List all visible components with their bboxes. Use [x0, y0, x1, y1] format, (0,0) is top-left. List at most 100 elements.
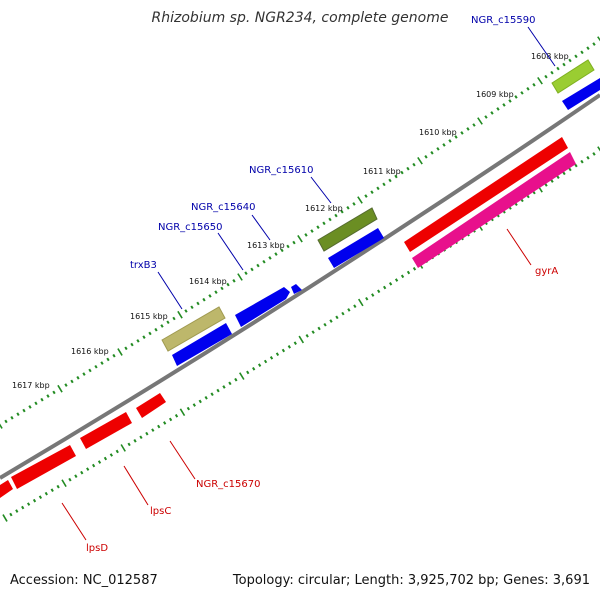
- gene-label-trxb3[interactable]: trxB3: [130, 260, 157, 271]
- minor-tick: [222, 385, 226, 389]
- gene-ngr-c15670[interactable]: [136, 393, 166, 418]
- olive-feature[interactable]: [317, 207, 378, 252]
- minor-tick: [244, 271, 248, 275]
- tick-label: 1617 kbp: [12, 381, 50, 390]
- gene-label-ngr-c15670[interactable]: NGR_c15670: [196, 479, 261, 490]
- minor-tick: [192, 403, 196, 407]
- minor-tick: [204, 396, 208, 400]
- minor-tick: [328, 217, 332, 222]
- minor-tick: [352, 202, 356, 206]
- gene-lpsc[interactable]: [80, 412, 132, 449]
- minor-tick: [15, 509, 19, 513]
- gene-label-lpsc[interactable]: lpsC: [150, 506, 171, 517]
- gene-label-ngr-c15640[interactable]: NGR_c15640: [191, 202, 256, 213]
- minor-tick: [174, 414, 179, 418]
- tick-label: 1615 kbp: [130, 312, 168, 321]
- minor-tick: [532, 82, 536, 87]
- gene-label-lpsd[interactable]: lpsD: [86, 543, 108, 554]
- minor-tick: [322, 221, 326, 226]
- minor-tick: [317, 326, 321, 331]
- minor-tick: [172, 316, 176, 321]
- minor-tick: [94, 364, 98, 369]
- minor-tick: [163, 421, 167, 425]
- minor-tick: [112, 353, 116, 358]
- gene-label-ngr-c15590[interactable]: NGR_c15590: [471, 15, 536, 26]
- minor-tick: [196, 301, 200, 306]
- minor-tick: [329, 319, 333, 323]
- minor-tick: [382, 182, 386, 187]
- minor-tick: [514, 95, 518, 99]
- lime-feature[interactable]: [551, 59, 595, 94]
- minor-tick: [388, 282, 393, 286]
- minor-tick: [263, 359, 268, 364]
- major-tick: [2, 514, 8, 522]
- minor-tick: [168, 417, 173, 422]
- gene-ngr-c15640[interactable]: [235, 287, 290, 327]
- minor-tick: [127, 442, 131, 447]
- gene-gyra[interactable]: [404, 137, 568, 252]
- minor-tick: [40, 397, 44, 402]
- gene-label-ngr-c15650[interactable]: NGR_c15650: [158, 222, 223, 233]
- tick-label: 1608 kbp: [531, 52, 569, 61]
- gyra-feature[interactable]: [412, 152, 576, 268]
- khaki-feature[interactable]: [161, 306, 226, 352]
- major-tick: [597, 36, 600, 42]
- genome-stats-text: Topology: circular; Length: 3,925,702 bp…: [232, 573, 590, 588]
- minor-tick: [44, 491, 48, 496]
- minor-tick: [400, 274, 405, 279]
- minor-tick: [148, 331, 152, 336]
- minor-tick: [220, 286, 224, 291]
- minor-tick: [166, 320, 170, 325]
- major-tick: [477, 117, 483, 125]
- minor-tick: [586, 155, 590, 160]
- minor-tick: [580, 159, 584, 164]
- minor-tick: [26, 502, 31, 506]
- gene-lpsd[interactable]: [11, 445, 76, 489]
- minor-tick: [371, 293, 375, 297]
- minor-tick: [232, 278, 236, 283]
- minor-tick: [394, 174, 398, 179]
- gene-label-gyra[interactable]: gyrA: [535, 266, 558, 277]
- minor-tick: [520, 91, 524, 95]
- minor-tick: [568, 167, 572, 172]
- major-tick: [177, 310, 183, 319]
- minor-tick: [257, 363, 262, 367]
- minor-tick: [91, 463, 96, 468]
- major-tick: [239, 372, 245, 380]
- gene-ngr-c15610[interactable]: [328, 228, 384, 268]
- minor-tick: [86, 467, 90, 471]
- minor-tick: [32, 498, 37, 503]
- minor-tick: [484, 115, 488, 119]
- minor-tick: [526, 87, 530, 91]
- minor-tick: [394, 278, 399, 282]
- gene-label-ngr-c15610[interactable]: NGR_c15610: [249, 165, 314, 176]
- minor-tick: [556, 175, 560, 179]
- minor-tick: [406, 270, 411, 275]
- minor-tick: [268, 256, 272, 260]
- gene-partial-left[interactable]: [0, 480, 13, 498]
- minor-tick: [335, 315, 339, 320]
- minor-tick: [21, 505, 25, 510]
- minor-tick: [216, 388, 220, 393]
- minor-tick: [305, 334, 309, 338]
- minor-tick: [52, 390, 56, 395]
- minor-tick: [190, 305, 194, 310]
- major-tick: [237, 273, 243, 281]
- major-tick: [537, 76, 543, 85]
- major-tick: [357, 196, 363, 204]
- major-tick: [57, 384, 63, 393]
- minor-tick: [292, 240, 296, 245]
- minor-tick: [544, 74, 548, 79]
- gene-ngr-c15650[interactable]: [291, 284, 302, 294]
- major-tick: [417, 156, 423, 165]
- gene-ngr-c15590[interactable]: [562, 78, 600, 110]
- gene-trxb3[interactable]: [172, 323, 232, 366]
- minor-tick: [198, 399, 202, 404]
- minor-tick: [106, 357, 110, 362]
- minor-tick: [316, 225, 320, 229]
- minor-tick: [508, 99, 512, 103]
- minor-tick: [424, 154, 428, 159]
- minor-tick: [234, 377, 238, 382]
- minor-tick: [311, 330, 315, 334]
